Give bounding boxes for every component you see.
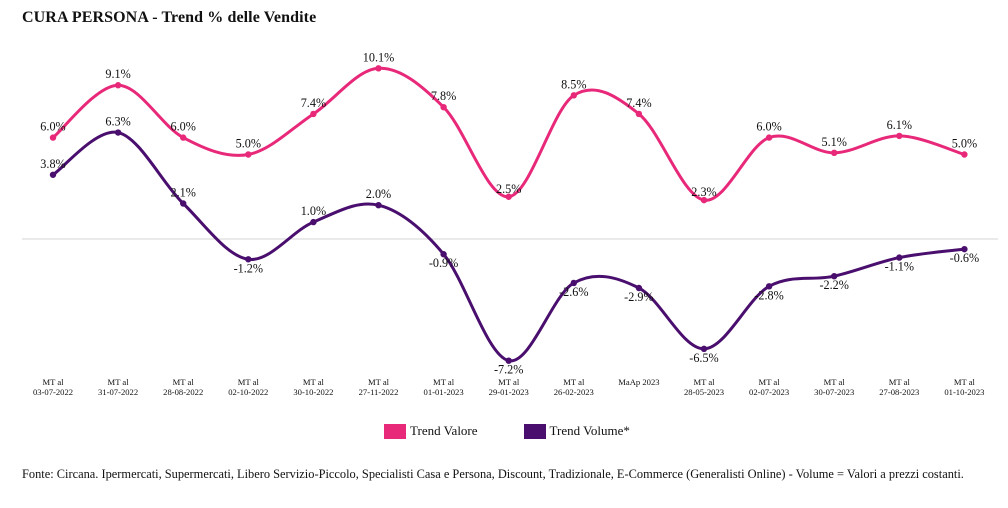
data-point-trend-volume <box>700 345 708 353</box>
x-tick-label: MT al 31-07-2022 <box>98 377 138 397</box>
data-label-trend-valore: 2.3% <box>691 185 716 199</box>
data-point-trend-valore <box>831 149 838 157</box>
legend-item-trend-volume: Trend Volume* <box>523 423 630 439</box>
data-point-trend-valore <box>635 110 643 118</box>
x-tick-label: MT al 01-10-2023 <box>944 377 984 397</box>
data-point-trend-valore <box>245 151 252 158</box>
data-point-trend-volume <box>440 251 447 258</box>
data-point-trend-valore <box>961 151 968 158</box>
x-tick-label: MT al 27-08-2023 <box>879 377 919 397</box>
x-tick-label: MT al 30-10-2022 <box>293 377 333 397</box>
data-label-trend-volume: -1.1% <box>885 260 914 274</box>
data-label-trend-volume: 3.8% <box>40 157 65 171</box>
data-point-trend-volume <box>505 357 512 364</box>
data-point-trend-volume <box>375 202 382 209</box>
data-label-trend-volume: -2.6% <box>559 285 588 299</box>
data-point-trend-volume <box>896 254 903 261</box>
data-label-trend-volume: -2.9% <box>624 290 653 304</box>
chart-title: CURA PERSONA - Trend % delle Vendite <box>22 9 317 26</box>
data-point-trend-volume <box>180 200 187 207</box>
x-tick-label: MT al 26-02-2023 <box>554 377 594 397</box>
data-point-trend-volume <box>765 283 773 290</box>
data-label-trend-valore: 7.4% <box>626 96 651 110</box>
series-line-trend-volume <box>51 130 966 363</box>
data-point-trend-volume <box>49 171 57 178</box>
x-tick-label: MT al 30-07-2023 <box>814 377 854 397</box>
data-label-trend-valore: 9.1% <box>105 67 130 81</box>
x-tick-label: MaAp 2023 <box>618 377 659 387</box>
data-label-trend-valore: 5.1% <box>822 135 847 149</box>
data-label-trend-volume: 6.3% <box>105 115 130 129</box>
data-label-trend-valore: 5.0% <box>236 137 261 151</box>
data-point-trend-valore <box>440 103 447 111</box>
data-point-trend-volume <box>114 129 122 136</box>
data-point-trend-valore <box>896 132 903 140</box>
legend-label-trend-valore: Trend Valore <box>410 423 478 438</box>
data-label-trend-volume: -0.9% <box>429 256 458 270</box>
data-label-trend-valore: 6.0% <box>40 120 65 134</box>
data-label-trend-valore: 6.1% <box>887 118 912 132</box>
legend-swatch-trend-valore <box>384 423 406 439</box>
data-label-trend-volume: -2.2% <box>819 278 848 292</box>
data-label-trend-valore: 8.5% <box>561 77 586 91</box>
x-tick-label: MT al 29-01-2023 <box>489 377 529 397</box>
data-point-trend-valore <box>505 193 512 200</box>
legend-label-trend-volume: Trend Volume* <box>549 423 630 438</box>
data-point-trend-valore <box>700 196 708 204</box>
source-note: Fonte: Circana. Ipermercati, Supermercat… <box>22 467 964 481</box>
x-tick-label: MT al 27-11-2022 <box>359 377 399 397</box>
data-label-trend-volume: -7.2% <box>494 363 523 377</box>
legend-swatch-trend-volume <box>523 423 546 439</box>
x-tick-label: MT al 28-08-2022 <box>163 377 203 397</box>
data-label-trend-valore: 10.1% <box>363 50 394 64</box>
line-chart: 6.0% 9.1% 6.0% 5.0% 7.4% 10.1% 7.8% 2.5% 8.5% 7.4… <box>22 50 998 397</box>
x-tick-label: MT al 28-05-2023 <box>684 377 724 397</box>
data-label-trend-volume: -0.6% <box>950 251 979 265</box>
data-point-trend-volume <box>635 284 643 292</box>
data-point-trend-volume <box>570 279 577 287</box>
x-tick-label: MT al 03-07-2022 <box>33 377 73 397</box>
data-label-trend-volume: -1.2% <box>234 261 263 275</box>
chart-legend: Trend Valore Trend Volume* <box>384 423 676 439</box>
data-label-trend-valore: 7.4% <box>301 96 326 110</box>
data-point-trend-valore <box>310 110 317 118</box>
data-label-trend-valore: 2.5% <box>496 182 521 196</box>
data-point-trend-valore <box>114 82 122 89</box>
data-label-trend-volume: -2.8% <box>754 288 783 302</box>
data-point-trend-volume <box>961 245 968 253</box>
data-point-trend-volume <box>245 256 252 263</box>
legend-item-trend-valore: Trend Valore <box>384 423 478 439</box>
data-point-trend-valore <box>49 134 57 141</box>
data-point-trend-volume <box>310 218 317 226</box>
data-point-trend-valore <box>180 134 187 141</box>
data-label-trend-volume: -6.5% <box>689 351 718 365</box>
data-point-trend-valore <box>570 92 577 99</box>
x-tick-label: MT al 02-10-2022 <box>228 377 268 397</box>
data-point-trend-volume <box>831 272 838 280</box>
x-tick-label: MT al 01-01-2023 <box>424 377 464 397</box>
data-label-trend-volume: 2.0% <box>366 187 391 201</box>
data-point-trend-valore <box>375 65 382 72</box>
data-label-trend-valore: 7.8% <box>431 89 456 103</box>
data-label-trend-volume: 2.1% <box>171 186 196 200</box>
data-label-trend-valore: 6.0% <box>171 120 196 134</box>
data-label-trend-volume: 1.0% <box>301 204 326 218</box>
data-label-trend-valore: 6.0% <box>756 120 781 134</box>
data-label-trend-valore: 5.0% <box>952 137 977 151</box>
data-point-trend-valore <box>765 134 773 141</box>
x-tick-label: MT al 02-07-2023 <box>749 377 789 397</box>
